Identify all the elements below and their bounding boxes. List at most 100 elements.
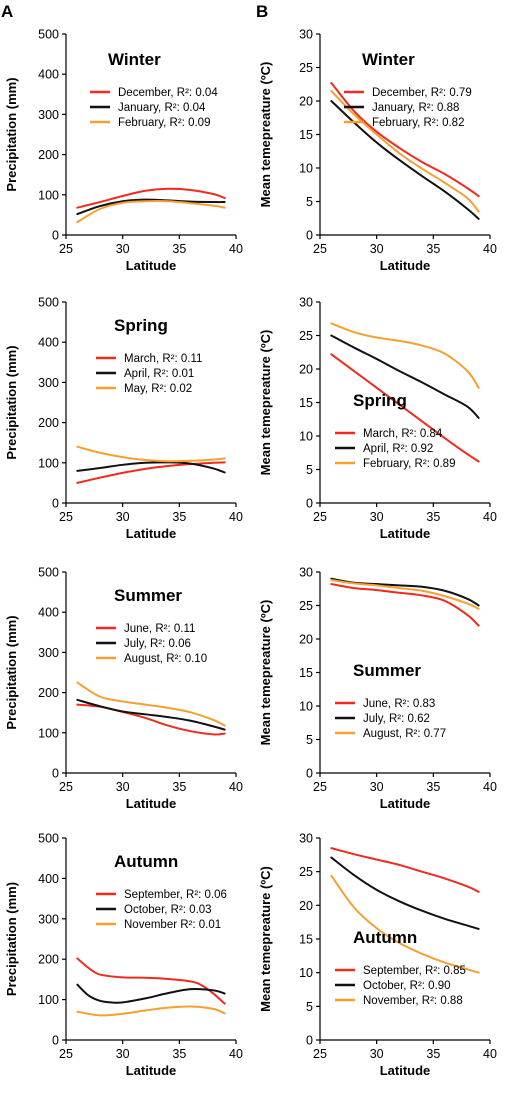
y-tick-label: 10: [299, 966, 313, 980]
x-tick-label: 25: [59, 242, 73, 256]
y-tick-label: 0: [52, 229, 59, 243]
y-axis-title: Mean temepreature (ºC): [258, 62, 273, 208]
legend-label: January, R²: 0.04: [118, 102, 206, 114]
x-tick-label: 40: [483, 510, 497, 524]
series-line-red: [76, 703, 226, 736]
legend-label: November R²: 0.01: [124, 919, 221, 931]
y-tick-label: 400: [38, 336, 59, 350]
x-axis-title: Latitude: [126, 258, 177, 273]
x-tick-label: 35: [426, 242, 440, 256]
y-tick-label: 100: [38, 726, 59, 740]
legend-label: December, R²: 0.79: [372, 87, 472, 99]
x-tick-label: 25: [313, 1047, 327, 1061]
chart-0: 0 100 200 300 400 500 25 30 35 40 Latitude Precipit…: [4, 28, 243, 274]
legend-label: March, R²: 0.11: [124, 353, 202, 365]
series-line-orange: [330, 874, 480, 974]
y-tick-label: 30: [299, 832, 313, 846]
y-tick-label: 0: [306, 1034, 313, 1048]
legend-label: August, R²: 0.10: [124, 653, 207, 665]
y-tick-label: 15: [299, 396, 313, 410]
y-tick-label: 5: [306, 733, 313, 747]
y-tick-label: 100: [38, 993, 59, 1007]
x-tick-label: 35: [172, 780, 186, 794]
series-line-black: [76, 198, 226, 216]
x-axis-title: Latitude: [126, 1063, 177, 1078]
y-axis-title: Precipitation (mm): [4, 77, 19, 191]
season-title: Winter: [362, 50, 415, 69]
y-tick-label: 400: [38, 606, 59, 620]
chart-1: 0 5 10 15 20 25 30 25 30 35 40 Latitude Mean temepre…: [258, 28, 497, 274]
x-axis-title: Latitude: [380, 526, 431, 541]
y-tick-label: 0: [306, 229, 313, 243]
x-tick-label: 40: [229, 1047, 243, 1061]
x-tick-label: 35: [426, 510, 440, 524]
y-tick-label: 25: [299, 865, 313, 879]
legend-label: October, R²: 0.03: [124, 904, 212, 916]
x-tick-label: 25: [59, 780, 73, 794]
series-line-red: [76, 461, 226, 484]
series-line-black: [76, 461, 226, 474]
season-title: Winter: [108, 50, 161, 69]
y-axis-title: Precipitation (mm): [4, 615, 19, 729]
legend-label: July, R²: 0.62: [363, 713, 430, 725]
legend-label: May, R²: 0.02: [124, 383, 192, 395]
series-line-black: [76, 698, 226, 731]
x-axis-title: Latitude: [126, 526, 177, 541]
x-tick-label: 30: [116, 242, 130, 256]
series-line-orange: [76, 200, 226, 224]
y-axis-title: Mean temepreature (ºC): [258, 866, 273, 1012]
season-title: Autumn: [353, 928, 417, 947]
y-tick-label: 0: [306, 767, 313, 781]
y-tick-label: 200: [38, 953, 59, 967]
legend-label: December, R²: 0.04: [118, 87, 218, 99]
chart-4: 0 100 200 300 400 500 25 30 35 40 Latitude Precipit…: [4, 566, 243, 812]
y-tick-label: 100: [38, 456, 59, 470]
chart-7: 0 5 10 15 20 25 30 25 30 35 40 Latitude Mean temepre…: [258, 832, 497, 1079]
y-tick-label: 15: [299, 128, 313, 142]
legend-label: April, R²: 0.01: [124, 368, 194, 380]
y-tick-label: 30: [299, 296, 313, 310]
y-tick-label: 0: [306, 497, 313, 511]
x-tick-label: 40: [229, 780, 243, 794]
y-tick-label: 15: [299, 666, 313, 680]
y-tick-label: 500: [38, 28, 59, 42]
x-tick-label: 30: [116, 780, 130, 794]
x-tick-label: 35: [172, 242, 186, 256]
y-axis-title: Precipitation (mm): [4, 345, 19, 459]
x-tick-label: 25: [313, 510, 327, 524]
y-tick-label: 500: [38, 296, 59, 310]
x-tick-label: 30: [116, 1047, 130, 1061]
x-tick-label: 40: [483, 242, 497, 256]
series-line-black: [76, 983, 226, 1004]
legend-label: February, R²: 0.09: [118, 117, 210, 129]
y-tick-label: 15: [299, 933, 313, 947]
x-tick-label: 30: [370, 242, 384, 256]
y-tick-label: 300: [38, 912, 59, 926]
legend-label: September, R²: 0.85: [363, 965, 466, 977]
y-tick-label: 25: [299, 61, 313, 75]
season-title: Autumn: [114, 852, 178, 871]
x-tick-label: 35: [172, 510, 186, 524]
y-tick-label: 300: [38, 376, 59, 390]
y-tick-label: 200: [38, 686, 59, 700]
x-tick-label: 35: [172, 1047, 186, 1061]
series-line-orange: [76, 1005, 226, 1017]
y-tick-label: 20: [299, 95, 313, 109]
y-axis-title: Precipitation (mm): [4, 882, 19, 996]
x-axis-title: Latitude: [380, 796, 431, 811]
x-tick-label: 40: [483, 1047, 497, 1061]
series-line-orange: [76, 681, 226, 727]
legend-label: February, R²: 0.82: [372, 117, 464, 129]
y-tick-label: 10: [299, 430, 313, 444]
y-tick-label: 20: [299, 633, 313, 647]
season-title: Spring: [114, 316, 168, 335]
y-tick-label: 10: [299, 162, 313, 176]
y-tick-label: 20: [299, 363, 313, 377]
y-tick-label: 300: [38, 646, 59, 660]
series-line-orange: [330, 322, 480, 389]
series-line-red: [330, 81, 480, 198]
y-tick-label: 0: [52, 497, 59, 511]
y-tick-label: 10: [299, 700, 313, 714]
y-tick-label: 500: [38, 832, 59, 846]
y-tick-label: 5: [306, 463, 313, 477]
